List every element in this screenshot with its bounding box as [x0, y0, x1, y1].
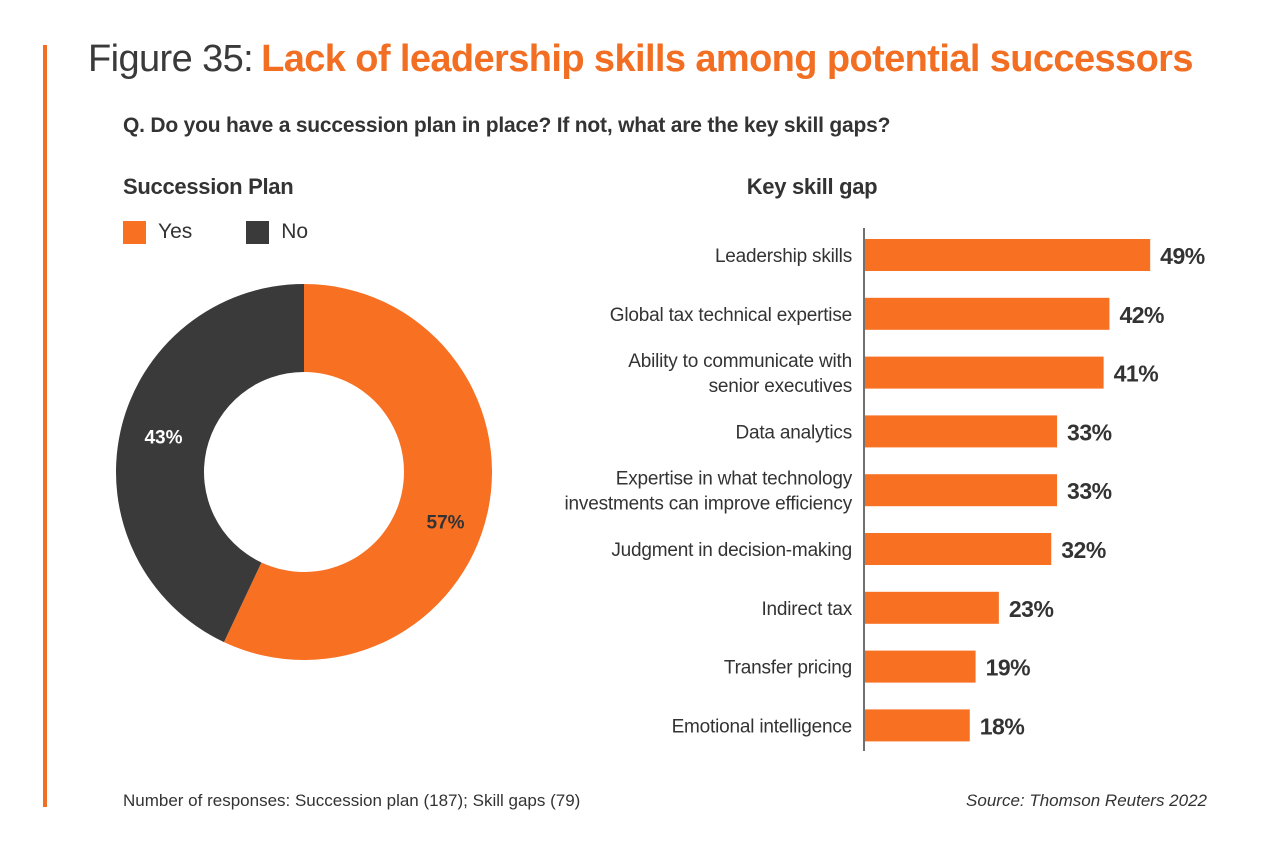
donut-slice-yes: [223, 284, 493, 660]
donut-label-no: 43%: [144, 428, 182, 449]
figure-title: Figure 35: Lack of leadership skills amon…: [88, 38, 1194, 81]
bar: [865, 356, 1104, 389]
bar-category-line: Data analytics: [735, 422, 852, 443]
bar: [865, 709, 970, 742]
source-note: Source: Thomson Reuters 2022: [966, 791, 1207, 810]
bar-category-label: Data analytics: [735, 422, 852, 443]
bar-chart-title: Key skill gap: [746, 174, 878, 199]
bar-category-line: Ability to communicate with: [628, 351, 852, 372]
bar-category-line: investments can improve efficiency: [565, 494, 853, 515]
bar-category-line: Indirect tax: [761, 599, 852, 620]
bar-category-label: Judgment in decision-making: [611, 540, 852, 561]
bar-category-label: Expertise in what technology investments …: [565, 469, 853, 515]
bar-category-line: Global tax technical expertise: [610, 305, 852, 326]
bar: [865, 297, 1110, 330]
donut-label-yes: 57%: [427, 512, 465, 533]
bar-category-label: Emotional intelligence: [672, 716, 852, 737]
bar: [865, 650, 976, 683]
donut-legend: Yes No: [123, 220, 362, 244]
bar: [865, 239, 1151, 271]
accent-line: [43, 45, 47, 807]
legend-swatch-no: [246, 220, 270, 244]
bar-value-label: 33%: [1067, 419, 1112, 445]
bar-chart: 49% Leadership skills 42% Global tax techni…: [565, 228, 1205, 751]
bar-category-line: Transfer pricing: [724, 658, 852, 679]
figure-label: Figure 35:: [88, 38, 254, 80]
bar-category-label: Transfer pricing: [724, 658, 852, 679]
donut-chart: 57% 43%: [116, 284, 493, 660]
legend-label-no: No: [281, 220, 309, 243]
bar-category-line: Judgment in decision-making: [611, 540, 852, 561]
bar-value-label: 32%: [1061, 537, 1106, 563]
bar-category-label: Global tax technical expertise: [610, 305, 852, 326]
legend-swatch-yes: [123, 220, 146, 244]
bar: [865, 591, 999, 624]
responses-note: Number of responses: Succession plan (18…: [123, 791, 581, 810]
bar-category-line: Expertise in what technology: [616, 469, 853, 490]
bar-value-label: 18%: [980, 713, 1025, 739]
figure-heading: Lack of leadership skills among potentia…: [261, 38, 1193, 80]
bar-category-line: Emotional intelligence: [672, 716, 852, 737]
bar: [865, 415, 1058, 448]
donut-slice-no: [116, 284, 305, 643]
survey-question: Q. Do you have a succession plan in plac…: [123, 114, 891, 137]
donut-chart-title: Succession Plan: [123, 174, 294, 199]
bar-value-label: 41%: [1114, 361, 1159, 387]
bar-value-label: 23%: [1009, 596, 1054, 622]
bar-value-label: 42%: [1119, 302, 1164, 328]
bar-category-label: Ability to communicate with senior execut…: [628, 351, 852, 397]
bar-value-label: 49%: [1160, 243, 1205, 269]
bar-category-line: Leadership skills: [715, 246, 852, 267]
legend-item-yes: Yes: [123, 220, 192, 244]
bar-category-line: senior executives: [709, 376, 852, 397]
bar: [865, 533, 1052, 565]
bar-category-label: Leadership skills: [715, 246, 852, 267]
bar-value-label: 33%: [1067, 478, 1112, 504]
legend-label-yes: Yes: [158, 220, 193, 243]
legend-item-no: No: [246, 220, 308, 244]
bar: [865, 474, 1058, 507]
bar-category-label: Indirect tax: [761, 599, 852, 620]
bar-value-label: 19%: [986, 655, 1031, 681]
